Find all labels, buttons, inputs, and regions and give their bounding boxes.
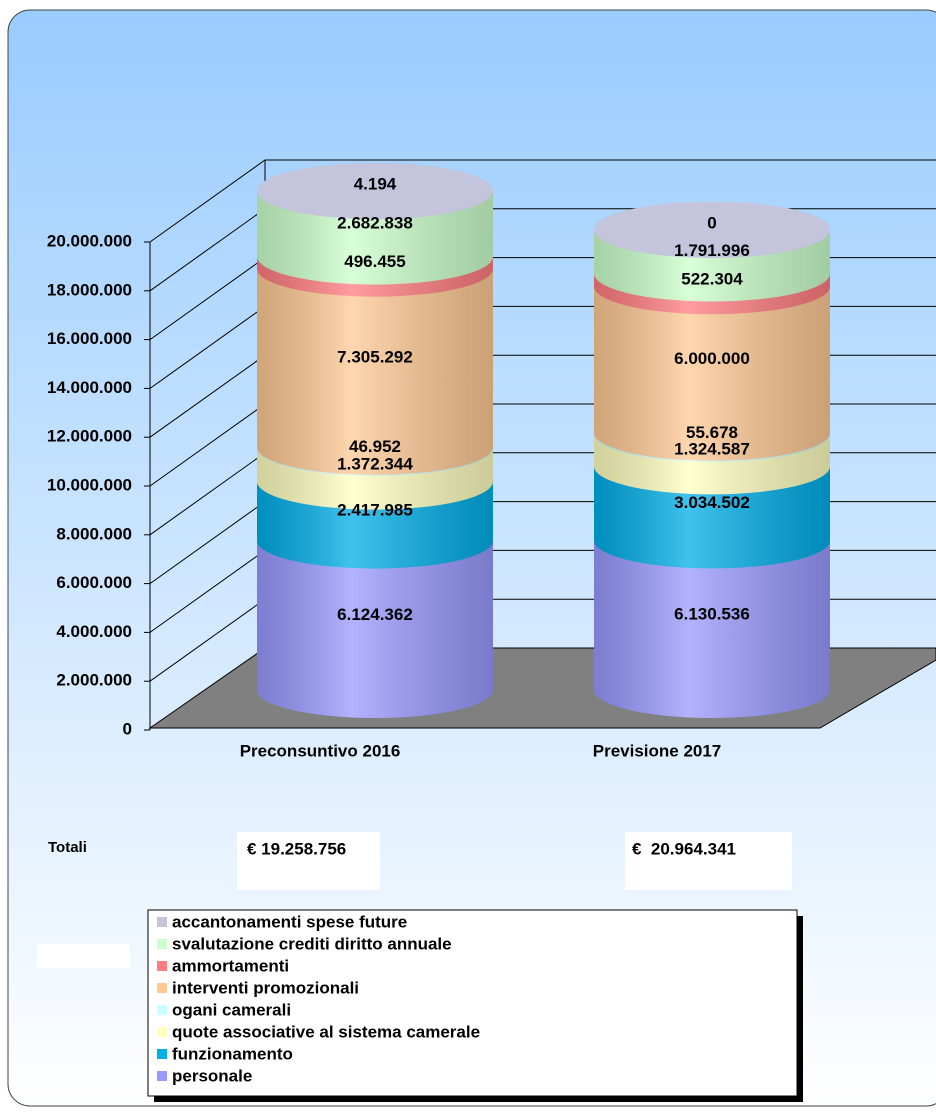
y-tick-label: 16.000.000 — [47, 329, 132, 348]
legend-label: funzionamento — [172, 1044, 293, 1063]
grid-line — [149, 159, 936, 243]
legend-swatch — [157, 939, 167, 949]
y-tick-label: 18.000.000 — [47, 280, 132, 299]
data-label: 0 — [707, 213, 716, 232]
legend-swatch — [157, 1071, 167, 1081]
blank-box — [37, 944, 130, 968]
data-label: 1.324.587 — [674, 440, 750, 459]
data-label: 2.682.838 — [337, 213, 413, 232]
x-tick-label: Preconsuntivo 2016 — [240, 741, 401, 760]
legend-swatch — [157, 1049, 167, 1059]
legend-label: interventi promozionali — [172, 978, 359, 997]
legend — [147, 909, 798, 1097]
data-label: 6.124.362 — [337, 605, 413, 624]
legend-swatch — [157, 1027, 167, 1037]
total-box — [237, 832, 380, 890]
legend-label: personale — [172, 1066, 252, 1085]
y-tick-label: 20.000.000 — [47, 231, 132, 250]
y-tick-label: 8.000.000 — [56, 524, 132, 543]
legend-label: quote associative al sistema camerale — [172, 1022, 480, 1041]
total: € 20.964.341 — [632, 839, 736, 858]
legend-swatch — [157, 983, 167, 993]
y-tick-label: 2.000.000 — [56, 671, 132, 690]
data-label: 1.372.344 — [337, 454, 413, 473]
data-label: 6.000.000 — [674, 349, 750, 368]
legend-swatch — [157, 1005, 167, 1015]
data-label: 3.034.502 — [674, 493, 750, 512]
legend-swatch — [157, 917, 167, 927]
cylinder-shade — [257, 163, 493, 718]
data-label: 496.455 — [344, 252, 405, 271]
x-tick-label: Previsione 2017 — [593, 741, 722, 760]
data-label: 2.417.985 — [337, 501, 413, 520]
y-tick-label: 10.000.000 — [47, 475, 132, 494]
data-label: 4.194 — [354, 174, 397, 193]
plot: 0 2.000.000 4.000.000 6.000.000 8.000.000 10.… — [47, 159, 936, 760]
legend-label: accantonamenti spese future — [172, 912, 407, 931]
cylinder-shade — [594, 201, 830, 718]
data-label: 522.304 — [681, 269, 743, 288]
total-box — [625, 832, 792, 890]
legend-label: ogani camerali — [172, 1000, 291, 1019]
data-label: 6.130.536 — [674, 605, 750, 624]
data-label: 1.791.996 — [674, 241, 750, 260]
totals-label: Totali — [48, 839, 87, 856]
legend-items: personale funzionamento quote associative … — [157, 912, 480, 1085]
cylinder-top — [257, 163, 493, 220]
data-label: 46.952 — [349, 437, 401, 456]
legend-label: ammortamenti — [172, 956, 289, 975]
cylinder-top — [594, 201, 830, 258]
y-tick-label: 0 — [123, 719, 132, 738]
data-label: 55.678 — [686, 423, 738, 442]
y-tick-label: 6.000.000 — [56, 573, 132, 592]
y-tick-label: 14.000.000 — [47, 378, 132, 397]
legend-label: svalutazione crediti diritto annuale — [172, 934, 452, 953]
y-tick-label: 4.000.000 — [56, 622, 132, 641]
total: € 19.258.756 — [247, 839, 346, 858]
y-tick-label: 12.000.000 — [47, 427, 132, 446]
legend-swatch — [157, 961, 167, 971]
data-label: 7.305.292 — [337, 347, 413, 366]
